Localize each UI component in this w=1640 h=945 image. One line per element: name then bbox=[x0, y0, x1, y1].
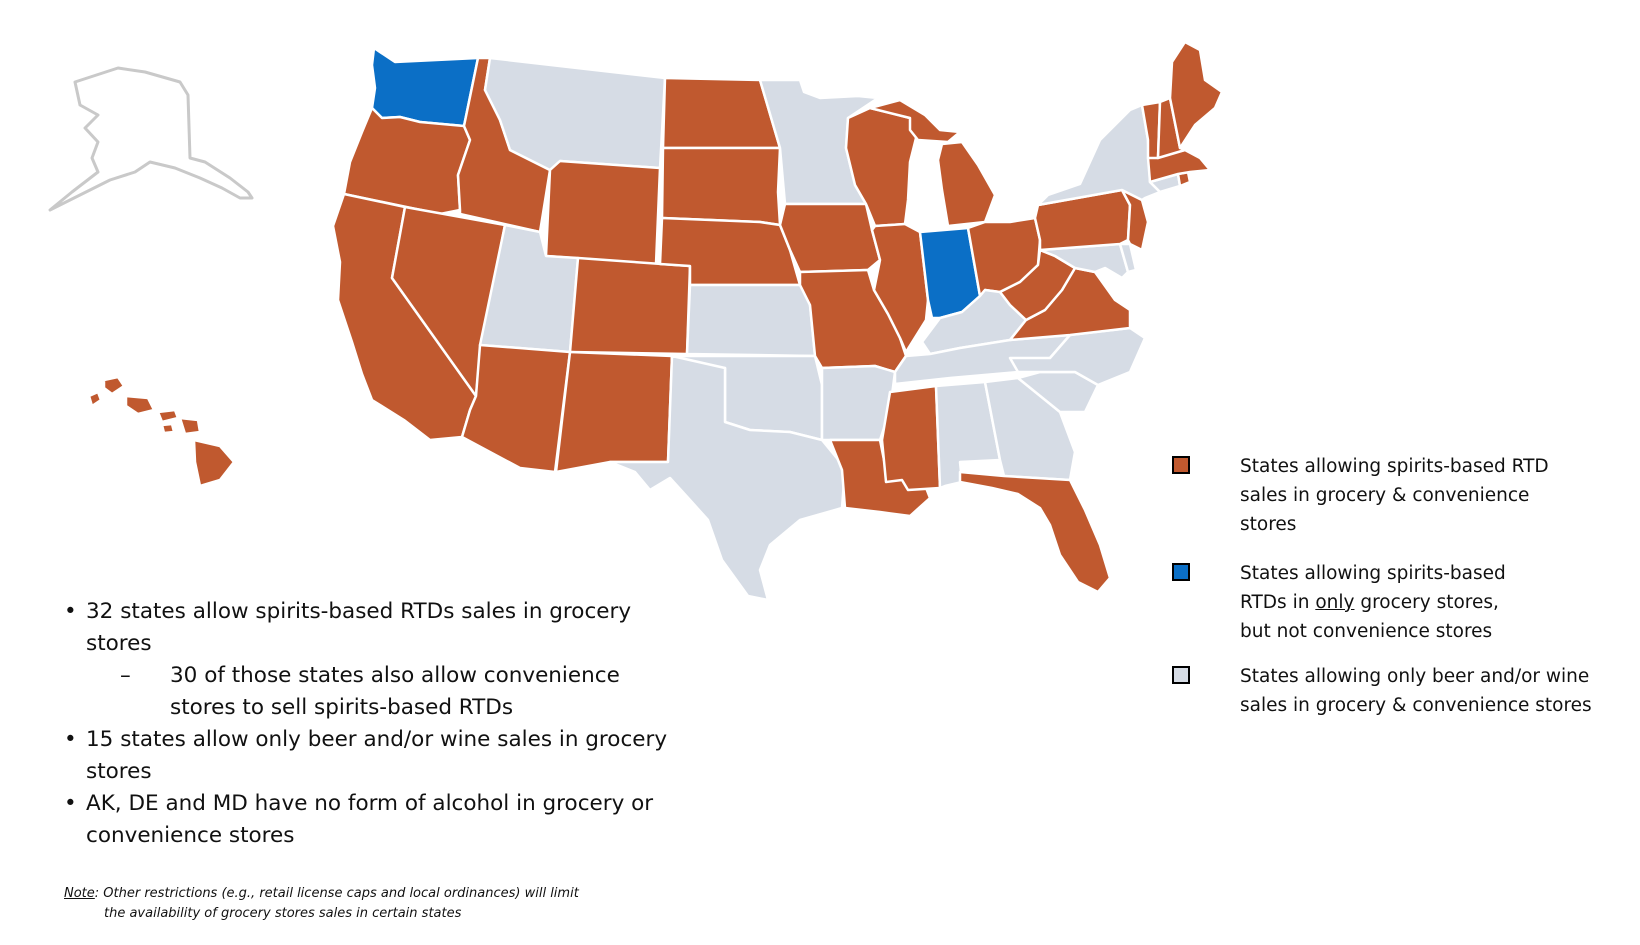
bullet-line: 32 states allow spirits-based RTDs sales… bbox=[86, 599, 632, 624]
bullet-dot: • bbox=[64, 727, 77, 752]
bullet-line: stores to sell spirits-based RTDs bbox=[170, 695, 514, 720]
legend-text-fragment: grocery stores, bbox=[1354, 592, 1499, 613]
state-nc[interactable] bbox=[1008, 326, 1147, 387]
bullet-line: convenience stores bbox=[86, 823, 295, 848]
state-az[interactable] bbox=[460, 343, 572, 474]
state-fl[interactable] bbox=[958, 470, 1112, 594]
state-wy[interactable] bbox=[544, 159, 662, 266]
bullet-dot: • bbox=[64, 599, 77, 624]
footnote-line: the availability of grocery stores sales… bbox=[104, 906, 462, 921]
state-ma[interactable] bbox=[1146, 148, 1212, 184]
footnote-line: Note: Other restrictions (e.g., retail l… bbox=[64, 884, 664, 904]
footnote-label: Note bbox=[64, 886, 95, 901]
state-me[interactable] bbox=[1168, 40, 1224, 150]
legend-text-line: States allowing only beer and/or wine bbox=[1240, 666, 1590, 687]
bullet-item: • 32 states allow spirits-based RTDs sal… bbox=[64, 596, 704, 660]
state-wa[interactable] bbox=[370, 46, 480, 128]
state-co[interactable] bbox=[568, 256, 692, 356]
legend-text-line: States allowing spirits-based RTD bbox=[1240, 456, 1549, 477]
legend-text-underlined: only bbox=[1315, 592, 1355, 613]
state-tx[interactable] bbox=[608, 354, 847, 602]
state-ms[interactable] bbox=[880, 384, 942, 492]
legend-text-line: stores bbox=[1240, 514, 1297, 535]
state-nm[interactable] bbox=[554, 350, 674, 474]
state-il[interactable] bbox=[870, 222, 930, 354]
state-ny[interactable] bbox=[1036, 103, 1162, 207]
bullet-line: 15 states allow only beer and/or wine sa… bbox=[86, 727, 668, 752]
bullet-item: • 15 states allow only beer and/or wine … bbox=[64, 724, 704, 788]
legend-text-line: RTDs in only grocery stores, bbox=[1240, 588, 1630, 617]
bullet-item: • AK, DE and MD have no form of alcohol … bbox=[64, 788, 704, 852]
legend-text-line: sales in grocery & convenience stores bbox=[1240, 695, 1592, 716]
legend-swatch-spirits-grocery-convenience bbox=[1172, 456, 1190, 474]
state-ia[interactable] bbox=[778, 202, 882, 274]
bullet-line: AK, DE and MD have no form of alcohol in… bbox=[86, 791, 654, 816]
state-sd[interactable] bbox=[660, 146, 782, 227]
legend-text-line: States allowing spirits-based bbox=[1240, 563, 1506, 584]
state-vt[interactable] bbox=[1140, 100, 1162, 160]
bullet-line: stores bbox=[86, 759, 152, 784]
footnote: Note: Other restrictions (e.g., retail l… bbox=[64, 884, 664, 924]
legend-text-fragment: RTDs in bbox=[1240, 592, 1316, 613]
sub-bullet-item: – 30 of those states also allow convenie… bbox=[64, 660, 704, 724]
legend-text-line: but not convenience stores bbox=[1240, 621, 1493, 642]
bullet-line: 30 of those states also allow convenienc… bbox=[170, 663, 620, 688]
legend-swatch-spirits-grocery-only bbox=[1172, 563, 1190, 581]
state-hi[interactable] bbox=[87, 375, 236, 488]
bullet-line: stores bbox=[86, 631, 152, 656]
state-de[interactable] bbox=[1118, 242, 1138, 274]
legend-swatch-beer-wine-only bbox=[1172, 666, 1190, 684]
footnote-text: : Other restrictions (e.g., retail licen… bbox=[94, 886, 579, 901]
legend-text-line: sales in grocery & convenience bbox=[1240, 485, 1530, 506]
bullet-dot: • bbox=[64, 791, 77, 816]
summary-bullets: • 32 states allow spirits-based RTDs sal… bbox=[64, 596, 704, 852]
state-nj[interactable] bbox=[1120, 188, 1150, 252]
state-ak[interactable] bbox=[48, 66, 254, 212]
sub-bullet-dash: – bbox=[120, 663, 131, 688]
state-ks[interactable] bbox=[685, 283, 817, 358]
